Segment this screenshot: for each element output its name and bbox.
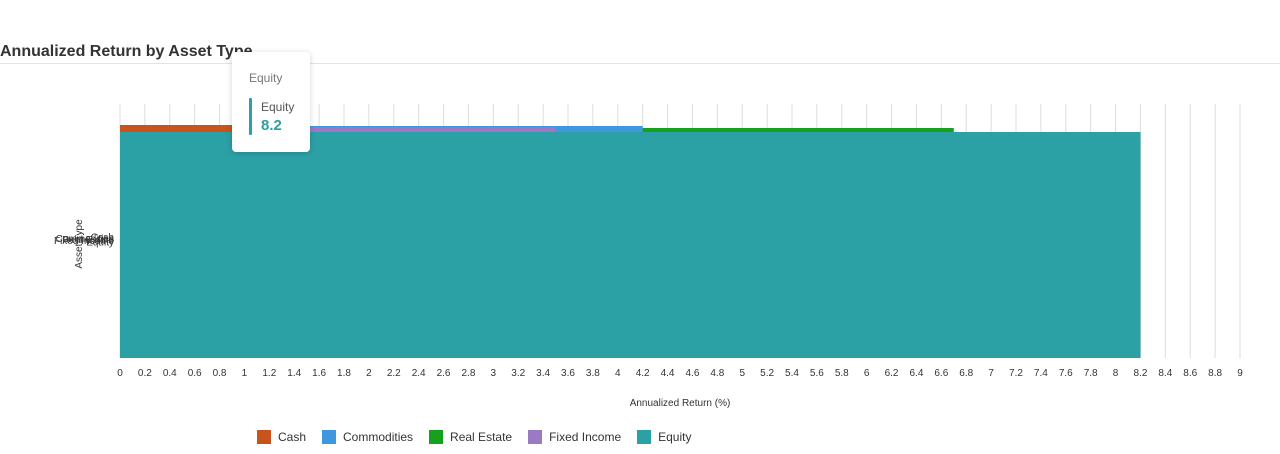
x-tick-label: 0 (117, 368, 123, 379)
x-tick-label: 3 (491, 368, 497, 379)
legend-label: Real Estate (450, 430, 513, 444)
legend-item-equity[interactable]: Equity (637, 430, 691, 444)
x-tick-label: 3.2 (511, 368, 525, 379)
y-category-label: Commodities (56, 234, 114, 245)
x-tick-label: 2.6 (437, 368, 451, 379)
legend-item-cash[interactable]: Cash (257, 430, 306, 444)
x-tick-label: 6 (864, 368, 870, 379)
x-tick-label: 9 (1237, 368, 1243, 379)
legend-swatch (429, 430, 444, 444)
bar-chart: 0 0.2 0.4 0.6 0.8 1 1.2 1.4 1.6 1.8 2 2.2 2.4 2.6 2.8 3… (54, 104, 1243, 409)
tooltip-series-marker (249, 98, 252, 135)
x-tick-label: 0.2 (138, 368, 152, 379)
hover-tooltip: Equity Equity 8.2 (232, 52, 310, 152)
x-tick-label: 6.8 (959, 368, 973, 379)
x-tick-label: 8.6 (1183, 368, 1197, 379)
legend-swatch (637, 430, 652, 444)
x-axis-title: Annualized Return (%) (630, 398, 731, 409)
x-tick-label: 4.4 (661, 368, 675, 379)
title-divider (0, 63, 1280, 64)
x-tick-label: 5.8 (835, 368, 849, 379)
x-tick-label: 5.2 (760, 368, 774, 379)
x-tick-label: 4.2 (636, 368, 650, 379)
x-tick-label: 6.4 (909, 368, 923, 379)
legend-item-commodities[interactable]: Commodities (322, 430, 413, 444)
legend-swatch (257, 430, 271, 444)
y-axis-title: Asset Type (74, 219, 85, 269)
legend-swatch (322, 430, 337, 444)
x-tick-label: 1.2 (262, 368, 276, 379)
x-tick-label: 8 (1113, 368, 1119, 379)
x-tick-label: 3.6 (561, 368, 575, 379)
legend-label: Equity (658, 430, 692, 444)
x-tick-label: 4 (615, 368, 621, 379)
x-tick-label: 3.8 (586, 368, 600, 379)
legend-label: Cash (278, 430, 307, 444)
x-tick-label: 2.4 (412, 368, 426, 379)
legend-item-real-estate[interactable]: Real Estate (429, 430, 512, 444)
x-tick-label: 2 (366, 368, 372, 379)
x-tick-label: 7.4 (1034, 368, 1048, 379)
x-tick-label: 8.8 (1208, 368, 1222, 379)
x-tick-label: 7.6 (1059, 368, 1073, 379)
legend-item-fixed-income[interactable]: Fixed Income (528, 430, 621, 444)
legend-label: Commodities (343, 430, 414, 444)
x-tick-label: 1.6 (312, 368, 326, 379)
x-tick-label: 6.6 (934, 368, 948, 379)
legend-label: Fixed Income (549, 430, 622, 444)
y-category-label: Real Estate (62, 235, 114, 246)
x-tick-label: 2.2 (387, 368, 401, 379)
x-tick-label: 8.2 (1133, 368, 1147, 379)
x-tick-label: 2.8 (461, 368, 475, 379)
x-tick-label: 7 (988, 368, 994, 379)
y-category-label: Equity (86, 237, 114, 248)
x-tick-labels: 0 0.2 0.4 0.6 0.8 1 1.2 1.4 1.6 1.8 2 2.2 2.4 2.6 2.8 3… (117, 368, 1243, 379)
y-category-label: Cash (91, 233, 114, 244)
bars (120, 125, 1141, 358)
y-category-label: Fixed Income (54, 236, 114, 247)
x-tick-label: 8.4 (1158, 368, 1172, 379)
legend-swatch (528, 430, 543, 444)
chart-legend: Cash Commodities Real Estate Fixed Income Eq… (257, 430, 691, 444)
x-tick-label: 4.6 (685, 368, 699, 379)
x-tick-label: 5.6 (810, 368, 824, 379)
tooltip-series-name: Equity (261, 100, 295, 114)
x-tick-label: 7.2 (1009, 368, 1023, 379)
x-tick-label: 5.4 (785, 368, 799, 379)
chart-title: Annualized Return by Asset Type (0, 43, 253, 60)
x-tick-label: 0.4 (163, 368, 177, 379)
x-tick-label: 4.8 (710, 368, 724, 379)
x-tick-label: 1.4 (287, 368, 301, 379)
bar-equity-front[interactable] (120, 132, 1141, 358)
x-tick-label: 0.6 (188, 368, 202, 379)
x-tick-label: 7.8 (1084, 368, 1098, 379)
x-tick-label: 1 (242, 368, 248, 379)
x-tick-label: 1.8 (337, 368, 351, 379)
tooltip-title: Equity (249, 71, 283, 85)
x-tick-label: 6.2 (885, 368, 899, 379)
tooltip-value: 8.2 (261, 117, 282, 134)
x-tick-label: 3.4 (536, 368, 550, 379)
x-tick-label: 0.8 (213, 368, 227, 379)
x-tick-label: 5 (739, 368, 745, 379)
